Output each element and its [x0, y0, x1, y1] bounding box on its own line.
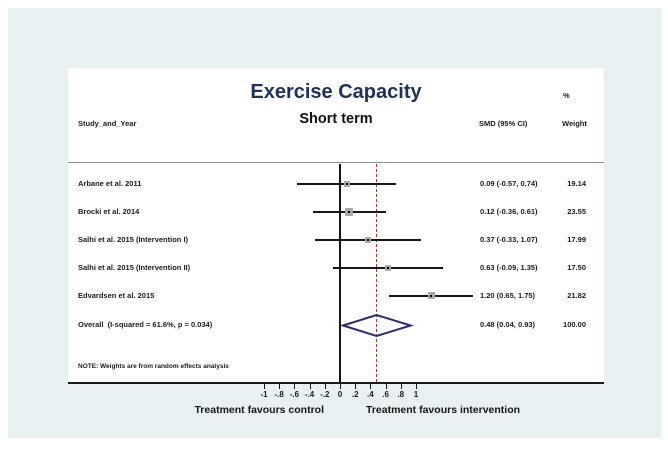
overall-smd-value: 0.48 (0.04, 0.93)	[480, 320, 536, 329]
overall-weight-value: 100.00	[563, 320, 586, 329]
axis-tick	[279, 384, 281, 389]
axis-tick	[370, 384, 372, 389]
effect-marker	[427, 292, 435, 300]
study-label: Salhi et al. 2015 (Intervention II)	[78, 263, 191, 272]
effect-marker-dot	[345, 182, 349, 186]
axis-tick	[416, 384, 417, 389]
axis-tick-label: .4	[367, 390, 374, 399]
study-smd-value: 0.63 (-0.09, 1.35)	[480, 263, 538, 272]
axis-tick-label: -.6	[289, 390, 300, 399]
study-weight-value: 19.14	[567, 179, 586, 188]
study-smd-value: 0.09 (-0.57, 0.74)	[480, 179, 538, 188]
study-label: Brocki et al. 2014	[78, 207, 140, 216]
axis-tick	[340, 384, 341, 389]
axis-tick-label: -.8	[274, 390, 284, 399]
axis-tick-label: .6	[382, 390, 389, 399]
chart-subtitle: Short term	[299, 111, 373, 127]
effect-marker-dot	[347, 210, 351, 214]
favours-intervention-label: Treatment favours intervention	[366, 404, 521, 416]
axis-tick	[309, 384, 311, 389]
axis-tick	[355, 384, 357, 389]
effect-marker	[345, 208, 353, 216]
study-label: Salhi et al. 2015 (Intervention I)	[78, 235, 189, 244]
effect-marker	[364, 236, 372, 244]
axis-tick	[264, 384, 265, 389]
effect-marker-dot	[366, 238, 370, 242]
study-smd-value: 0.37 (-0.33, 1.07)	[480, 235, 538, 244]
effect-marker	[343, 180, 351, 188]
column-header-study: Study_and_Year	[78, 119, 137, 128]
effect-marker-dot	[386, 266, 390, 270]
study-weight-value: 21.82	[567, 291, 586, 300]
favours-control-label: Treatment favours control	[194, 404, 324, 416]
study-label: Edvardsen et al. 2015	[78, 291, 155, 300]
axis-tick-label: 1	[413, 390, 419, 399]
chart-title: Exercise Capacity	[250, 81, 422, 103]
axis-tick-label: .8	[397, 390, 405, 399]
study-weight-value: 23.55	[567, 207, 586, 216]
column-header-smd: SMD (95% CI)	[479, 119, 528, 128]
study-weight-value: 17.50	[567, 263, 586, 272]
axis-tick	[324, 384, 326, 389]
axis-tick	[294, 384, 296, 389]
study-label: Arbane et al. 2011	[78, 179, 142, 188]
weights-note: NOTE: Weights are from random effects an…	[78, 363, 229, 370]
axis-tick-label: -1	[260, 390, 268, 399]
plot-area	[68, 68, 604, 384]
column-header-percent: %	[563, 91, 570, 100]
overall-estimate-dashed-line	[375, 164, 377, 382]
axis-tick-label: -.2	[320, 390, 330, 399]
column-header-weight: Weight	[562, 119, 587, 128]
null-effect-line	[339, 164, 341, 382]
axis-tick-label: 0	[337, 390, 343, 399]
study-smd-value: 1.20 (0.65, 1.75)	[480, 291, 536, 300]
header-separator-line	[68, 162, 604, 163]
study-smd-value: 0.12 (-0.36, 0.61)	[480, 207, 538, 216]
effect-marker	[384, 264, 391, 272]
study-weight-value: 17.99	[567, 235, 586, 244]
axis-tick	[385, 384, 387, 389]
overall-label: Overall (I-squared = 61.6%, p = 0.034)	[78, 320, 213, 329]
axis-tick-label: .2	[351, 390, 359, 399]
effect-marker-dot	[429, 294, 433, 298]
axis-tick	[400, 384, 402, 389]
axis-tick-label: -.4	[304, 390, 315, 399]
